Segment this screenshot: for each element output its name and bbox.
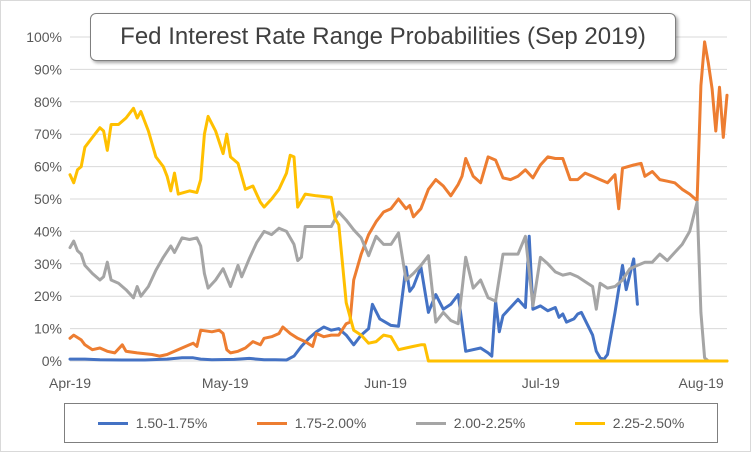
y-tick-label: 90%	[34, 61, 62, 77]
legend-item-3: 2.00-2.25%	[415, 415, 526, 431]
legend-label-1: 1.50-1.75%	[135, 415, 208, 431]
y-tick-label: 100%	[26, 29, 62, 45]
series-lines	[68, 40, 729, 363]
series-line-2	[68, 40, 729, 358]
legend-swatch-2	[256, 421, 287, 425]
chart-title-box: Fed Interest Rate Range Probabilities (S…	[90, 13, 676, 61]
series-line-4	[68, 106, 729, 363]
legend-swatch-3	[415, 421, 446, 425]
y-tick-label: 80%	[34, 94, 62, 110]
legend-item-1: 1.50-1.75%	[97, 415, 208, 431]
y-tick-label: 10%	[34, 321, 62, 337]
series-line-3	[68, 200, 729, 363]
y-tick-label: 30%	[34, 256, 62, 272]
legend-swatch-4	[574, 421, 605, 425]
legend-item-4: 2.25-2.50%	[574, 415, 685, 431]
chart-legend: 1.50-1.75% 1.75-2.00% 2.00-2.25% 2.25-2.…	[64, 403, 718, 443]
x-tick-label: Apr-19	[49, 375, 91, 391]
y-tick-label: 40%	[34, 223, 62, 239]
x-tick-label: Jul-19	[522, 375, 560, 391]
y-tick-label: 20%	[34, 288, 62, 304]
y-tick-label: 0%	[42, 353, 62, 369]
y-tick-label: 70%	[34, 126, 62, 142]
x-axis-tick-labels: Apr-19 May-19 Jun-19 Jul-19 Aug-19	[49, 375, 724, 391]
x-tick-label: Jun-19	[364, 375, 407, 391]
series-line-1	[68, 234, 639, 362]
y-axis-tick-labels: 0% 10% 20% 30% 40% 50% 60% 70% 80% 90% 100%	[26, 29, 62, 369]
x-tick-label: Aug-19	[679, 375, 724, 391]
legend-label-4: 2.25-2.50%	[612, 415, 685, 431]
legend-item-2: 1.75-2.00%	[256, 415, 367, 431]
legend-label-3: 2.00-2.25%	[453, 415, 526, 431]
x-tick-label: May-19	[202, 375, 249, 391]
y-tick-label: 50%	[34, 191, 62, 207]
legend-swatch-1	[97, 421, 128, 425]
y-tick-label: 60%	[34, 159, 62, 175]
legend-label-2: 1.75-2.00%	[294, 415, 367, 431]
chart-title: Fed Interest Rate Range Probabilities (S…	[120, 23, 646, 50]
